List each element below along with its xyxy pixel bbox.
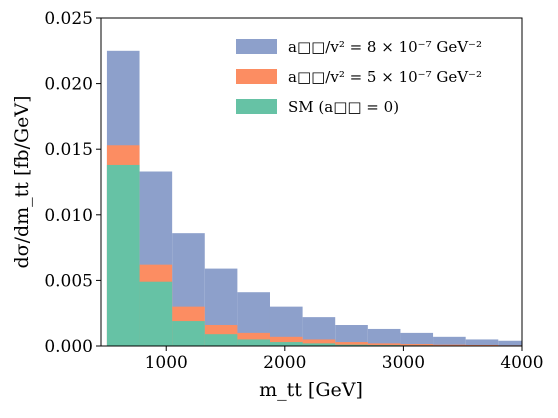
y-tick-label-2: 0.010 xyxy=(44,206,93,226)
plot-frame xyxy=(100,17,523,347)
bar-series1-bin7 xyxy=(335,342,368,346)
x-axis-label: m_tt [GeV] xyxy=(259,379,363,401)
bar-series2-bin0 xyxy=(106,164,140,346)
x-axis: 1000 2000 3000 4000 xyxy=(145,346,544,373)
bar-series2-bin6 xyxy=(302,343,336,346)
bar-series0-bin8 xyxy=(367,328,401,346)
bar-series2-bin5 xyxy=(269,342,303,346)
legend-swatch-0 xyxy=(236,39,277,54)
bar-series1-bin8 xyxy=(367,343,401,346)
bar-series1-bin9 xyxy=(400,344,434,346)
legend-label-2: SM (a□□ = 0) xyxy=(288,98,399,116)
bar-series2-bin4 xyxy=(237,339,270,346)
legend-swatch-2 xyxy=(236,99,277,114)
y-axis: 0.000 0.005 0.010 0.015 0.020 0.025 xyxy=(44,9,101,357)
bar-series2-bin3 xyxy=(204,334,238,346)
y-tick-label-5: 0.025 xyxy=(44,9,93,29)
bar-series0-bin11 xyxy=(465,339,499,346)
bar-series2-bin2 xyxy=(172,321,205,346)
x-tick-label-0: 1000 xyxy=(145,353,188,373)
y-tick-label-4: 0.020 xyxy=(44,75,93,95)
bar-series1-bin10 xyxy=(433,344,466,346)
x-tick-label-2: 3000 xyxy=(382,353,425,373)
legend: a□□/v² = 8 × 10⁻⁷ GeV⁻² a□□/v² = 5 × 10⁻⁷… xyxy=(236,38,482,116)
bar-series0-bin9 xyxy=(400,332,434,346)
y-tick-label-3: 0.015 xyxy=(44,140,93,160)
legend-label-0: a□□/v² = 8 × 10⁻⁷ GeV⁻² xyxy=(288,38,482,56)
y-tick-label-1: 0.005 xyxy=(44,271,93,291)
legend-swatch-1 xyxy=(236,69,277,84)
x-tick-label-3: 4000 xyxy=(500,353,543,373)
bar-series0-bin7 xyxy=(335,325,368,346)
bar-series1-bin5 xyxy=(269,336,303,346)
bar-series1-bin6 xyxy=(302,339,336,346)
bar-series0-bin10 xyxy=(433,336,466,346)
x-tick-label-1: 2000 xyxy=(263,353,306,373)
bar-series2-bin7 xyxy=(335,344,368,346)
y-axis-label: dσ/dm_tt [fb/GeV] xyxy=(11,95,33,268)
bars-group xyxy=(106,50,522,347)
bar-series1-bin11 xyxy=(465,344,499,346)
bar-series2-bin1 xyxy=(139,281,173,346)
bar-series0-bin12 xyxy=(498,340,522,346)
legend-label-1: a□□/v² = 5 × 10⁻⁷ GeV⁻² xyxy=(288,68,482,86)
y-tick-label-0: 0.000 xyxy=(44,337,93,357)
